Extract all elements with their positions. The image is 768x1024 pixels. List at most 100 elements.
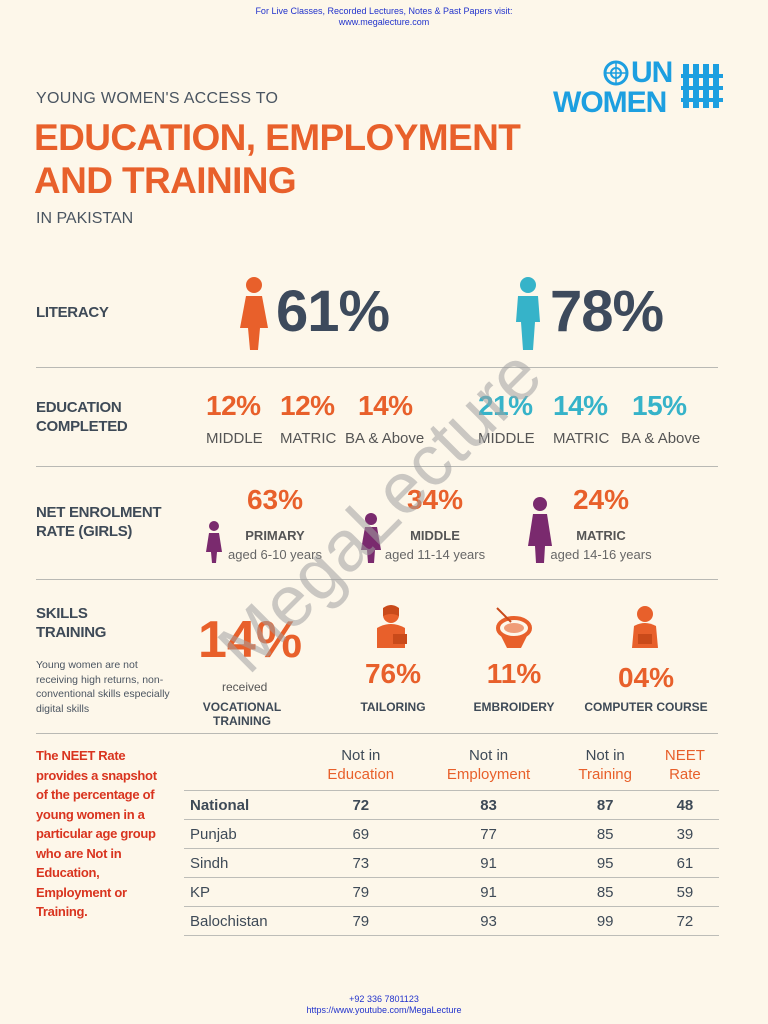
neet-table: Not in Education Not in Employment Not in T…	[184, 746, 719, 936]
computer-course-pct: 04%	[617, 662, 675, 693]
subtitle: YOUNG WOMEN'S ACCESS TO	[36, 90, 279, 107]
skills-label-line1: SKILLS	[36, 605, 88, 622]
computer-course-label: COMPUTER COURSE	[584, 700, 708, 714]
col-top: Not in	[585, 747, 625, 764]
education-label: EDUCATION COMPLETED	[36, 398, 128, 436]
enrol-matric-age: aged 14-16 years	[550, 547, 652, 562]
country-label: IN PAKISTAN	[36, 210, 134, 227]
un-women-logo: UN WOMEN	[553, 56, 728, 120]
value-cell: 69	[304, 819, 418, 849]
skills-note: Young women are not receiving high retur…	[36, 659, 170, 715]
value-cell: 48	[650, 790, 719, 820]
enrol-primary-pct: 63%	[246, 484, 304, 515]
edu-female-matric-label: MATRIC	[280, 430, 337, 447]
value-cell: 99	[559, 906, 651, 936]
tailoring-label: TAILORING	[360, 700, 426, 714]
literacy-label: LITERACY	[36, 304, 109, 321]
col-bottom: Education	[327, 766, 395, 783]
logo-women-text: WOMEN	[553, 86, 667, 119]
edu-male-matric-label: MATRIC	[553, 430, 610, 447]
col-bottom: Training	[578, 766, 632, 783]
male-figure-icon	[516, 277, 540, 350]
footer-note[interactable]: +92 336 7801123 https://www.youtube.com/…	[0, 994, 768, 1016]
neet-col-education: Not in Education	[304, 746, 418, 791]
value-cell: 72	[304, 790, 418, 820]
value-cell: 83	[417, 790, 560, 820]
edu-female-ba-label: BA & Above	[345, 430, 425, 447]
table-row: Sindh 73 91 95 61	[184, 848, 719, 878]
logo-un-text: UN	[631, 56, 673, 89]
col-bottom: Rate	[669, 766, 701, 783]
neet-header-empty	[184, 746, 304, 791]
literacy-female-value: 61%	[276, 279, 390, 344]
neet-col-employment: Not in Employment	[417, 746, 560, 791]
vocational-received: received	[222, 680, 268, 694]
value-cell: 79	[304, 906, 418, 936]
col-top: NEET	[664, 747, 705, 764]
divider	[36, 466, 718, 467]
region-cell: Balochistan	[184, 906, 304, 936]
header-note-link[interactable]: www.megalecture.com	[338, 17, 430, 27]
title-line1: EDUCATION, EMPLOYMENT	[34, 117, 521, 158]
neet-description: The NEET Rate provides a snapshot of the…	[36, 748, 157, 919]
enrol-middle-age: aged 11-14 years	[384, 547, 486, 562]
header-note[interactable]: For Live Classes, Recorded Lectures, Not…	[0, 6, 768, 28]
edu-male-middle-label: MIDDLE	[478, 430, 535, 447]
footer-youtube-link[interactable]: https://www.youtube.com/MegaLecture	[306, 1005, 462, 1015]
value-cell: 91	[417, 877, 560, 907]
edu-male-ba-pct: 15%	[632, 390, 687, 421]
value-cell: 39	[650, 819, 719, 849]
header-note-line1: For Live Classes, Recorded Lectures, Not…	[255, 6, 513, 16]
value-cell: 85	[559, 877, 651, 907]
table-row: KP 79 91 85 59	[184, 877, 719, 907]
table-row: Punjab 69 77 85 39	[184, 819, 719, 849]
edu-female-matric-pct: 12%	[280, 390, 335, 421]
literacy-male-value: 78%	[550, 279, 664, 344]
edu-male-ba-label: BA & Above	[621, 430, 701, 447]
region-cell: Sindh	[184, 848, 304, 878]
female-figure-icon	[240, 277, 268, 350]
embroidery-pct: 11%	[486, 658, 542, 689]
enrol-middle-level: MIDDLE	[410, 528, 460, 543]
table-row: National 72 83 87 48	[184, 790, 719, 820]
tailor-icon	[377, 605, 407, 648]
value-cell: 59	[650, 877, 719, 907]
page-title: EDUCATION, EMPLOYMENT AND TRAINING	[34, 116, 554, 202]
footer-phone: +92 336 7801123	[349, 994, 419, 1004]
vocational-label: VOCATIONAL TRAINING	[202, 700, 282, 728]
region-cell: National	[184, 790, 304, 820]
value-cell: 77	[417, 819, 560, 849]
tailoring-pct: 76%	[364, 658, 422, 689]
education-label-line1: EDUCATION	[36, 399, 122, 416]
value-cell: 85	[559, 819, 651, 849]
embroidery-icon	[496, 607, 532, 648]
col-bottom: Employment	[446, 766, 531, 783]
girl-small-icon	[206, 521, 222, 563]
enrol-primary-age: aged 6-10 years	[228, 547, 322, 562]
value-cell: 91	[417, 848, 560, 878]
divider	[36, 733, 718, 734]
edu-male-matric-pct: 14%	[553, 390, 608, 421]
value-cell: 61	[650, 848, 719, 878]
enrol-primary-level: PRIMARY	[245, 528, 305, 543]
skills-label-line2: TRAINING	[36, 624, 107, 641]
enrol-matric-pct: 24%	[572, 484, 630, 515]
un-women-emblem-icon	[681, 64, 723, 108]
embroidery-label: EMBROIDERY	[473, 700, 555, 714]
neet-col-rate: NEET Rate	[650, 746, 719, 791]
value-cell: 79	[304, 877, 418, 907]
enrolment-label: NET ENROLMENT RATE (GIRLS)	[36, 503, 162, 541]
skills-label: SKILLS TRAINING	[36, 604, 106, 642]
enrolment-label-line2: RATE (GIRLS)	[36, 523, 133, 540]
enrol-matric-level: MATRIC	[576, 528, 626, 543]
enrol-middle-pct: 34%	[406, 484, 464, 515]
table-row: Balochistan 79 93 99 72	[184, 906, 719, 936]
col-top: Not in	[341, 747, 381, 764]
neet-header-row: Not in Education Not in Employment Not in T…	[184, 746, 719, 791]
girl-large-icon	[528, 497, 552, 563]
vocational-pct: 14%	[198, 611, 303, 669]
region-cell: KP	[184, 877, 304, 907]
edu-female-ba-pct: 14%	[358, 390, 413, 421]
value-cell: 95	[559, 848, 651, 878]
value-cell: 93	[417, 906, 560, 936]
